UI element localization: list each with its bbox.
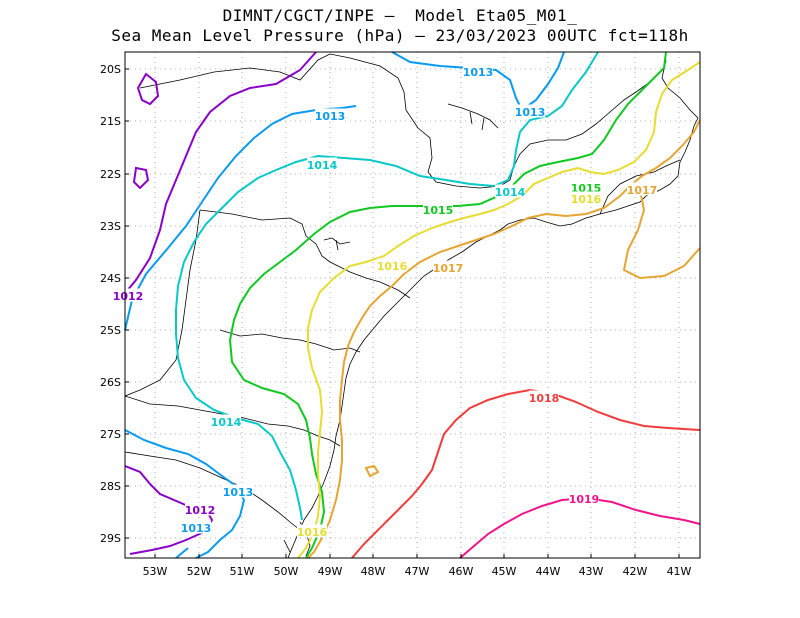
lon-tick-label: 42W bbox=[623, 565, 648, 578]
plot-frame bbox=[124, 51, 701, 559]
contour-label: 1016 bbox=[377, 260, 408, 273]
state-border-mg-es bbox=[599, 159, 681, 215]
lon-tick-label: 41W bbox=[667, 565, 692, 578]
isobar-1016 bbox=[297, 61, 701, 559]
lat-tick-label: 29S bbox=[100, 532, 121, 545]
contour-label: 1014 bbox=[307, 159, 338, 172]
lon-tick-label: 47W bbox=[405, 565, 430, 578]
coastline bbox=[287, 59, 699, 559]
isobar-1014-main bbox=[175, 51, 599, 521]
isobar-1012-loop-a bbox=[136, 72, 160, 106]
lat-tick-label: 21S bbox=[100, 115, 121, 128]
lon-tick-label: 45W bbox=[492, 565, 517, 578]
contour-label-bg bbox=[223, 484, 253, 498]
contour-label-bg bbox=[307, 157, 337, 171]
contour-label: 1013 bbox=[223, 486, 254, 499]
coastline-and-borders bbox=[124, 53, 699, 559]
contour-label-bg bbox=[377, 258, 407, 272]
isobar-1013-north bbox=[391, 51, 565, 112]
contour-label-bg bbox=[495, 184, 525, 198]
lat-tick-label: 25S bbox=[100, 324, 121, 337]
chart-title-line-1: DIMNT/CGCT/INPE — Model Eta05_M01_ bbox=[222, 6, 578, 25]
contour-label-bg bbox=[113, 288, 143, 302]
contour-label-bg bbox=[627, 182, 657, 196]
lat-tick-label: 24S bbox=[100, 272, 121, 285]
contour-label-bg bbox=[463, 64, 493, 78]
country-border-west bbox=[124, 209, 201, 397]
contour-label-bg bbox=[433, 260, 463, 274]
longitude-tick-labels: 53W 52W 51W 50W 49W 48W 47W 46W 45W 44W 43W 42W 41W bbox=[143, 554, 692, 578]
lat-tick-label: 20S bbox=[100, 63, 121, 76]
isobars bbox=[124, 51, 701, 559]
reservoir-ne bbox=[447, 103, 499, 131]
state-border-pr-sc bbox=[219, 329, 361, 353]
contour-label-bg bbox=[571, 191, 601, 205]
contour-label: 1017 bbox=[627, 184, 658, 197]
isobar-1012-loop-b bbox=[132, 166, 150, 190]
contour-label-bg bbox=[569, 491, 599, 505]
contour-label: 1014 bbox=[495, 186, 526, 199]
state-border-sp-pr bbox=[199, 209, 411, 299]
reservoir-center bbox=[323, 237, 351, 251]
isobar-1017-east bbox=[622, 189, 701, 280]
contour-label-bg bbox=[515, 104, 545, 118]
latitude-tick-labels: 20S 21S 22S 23S 24S 25S 26S 27S 28S 29S bbox=[100, 63, 129, 545]
contour-label: 1013 bbox=[515, 106, 546, 119]
contour-label-bg bbox=[315, 108, 345, 122]
contour-label: 1014 bbox=[211, 416, 242, 429]
contour-label: 1015 bbox=[423, 204, 454, 217]
lat-tick-label: 28S bbox=[100, 480, 121, 493]
isobar-1012-west bbox=[125, 51, 317, 293]
contour-label-bg bbox=[423, 202, 453, 216]
contour-label: 1012 bbox=[185, 504, 216, 517]
contour-label: 1017 bbox=[433, 262, 464, 275]
contour-labels: 1012 1012 1013 1013 1013 1013 1013 1014 1014 1014… bbox=[113, 64, 658, 539]
lat-tick-label: 27S bbox=[100, 428, 121, 441]
contour-label: 1016 bbox=[297, 526, 328, 539]
lon-tick-label: 44W bbox=[536, 565, 561, 578]
lon-tick-label: 49W bbox=[318, 565, 343, 578]
contour-label: 1013 bbox=[181, 522, 212, 535]
contour-label: 1012 bbox=[113, 290, 144, 303]
contour-label: 1016 bbox=[571, 193, 602, 206]
chart-title-line-2: Sea Mean Level Pressure (hPa) — 23/03/20… bbox=[111, 26, 689, 45]
isobar-1019 bbox=[459, 496, 701, 559]
isobar-1015 bbox=[228, 51, 667, 559]
lat-tick-label: 22S bbox=[100, 168, 121, 181]
contour-label: 1013 bbox=[315, 110, 346, 123]
contour-label-bg bbox=[571, 180, 601, 194]
contour-label-bg bbox=[185, 502, 215, 516]
contour-label-bg bbox=[181, 520, 211, 534]
contour-label-bg bbox=[297, 524, 327, 538]
isobar-1013-main bbox=[124, 105, 357, 331]
isobar-1017-small-loop bbox=[364, 464, 380, 478]
contour-label-bg bbox=[211, 414, 241, 428]
lon-tick-label: 50W bbox=[274, 565, 299, 578]
contour-label: 1013 bbox=[463, 66, 494, 79]
lon-tick-label: 53W bbox=[143, 565, 168, 578]
lon-tick-label: 48W bbox=[361, 565, 386, 578]
isobar-1018 bbox=[351, 388, 701, 559]
lon-tick-label: 46W bbox=[449, 565, 474, 578]
lon-tick-label: 51W bbox=[230, 565, 255, 578]
lon-tick-label: 43W bbox=[579, 565, 604, 578]
lat-tick-label: 26S bbox=[100, 376, 121, 389]
contour-label: 1018 bbox=[529, 392, 560, 405]
lon-tick-label: 52W bbox=[187, 565, 212, 578]
contour-label-bg bbox=[529, 390, 559, 404]
lat-tick-label: 23S bbox=[100, 220, 121, 233]
contour-label: 1019 bbox=[569, 493, 600, 506]
lat-lon-grid bbox=[125, 52, 700, 558]
country-border-uruguay bbox=[124, 451, 301, 531]
